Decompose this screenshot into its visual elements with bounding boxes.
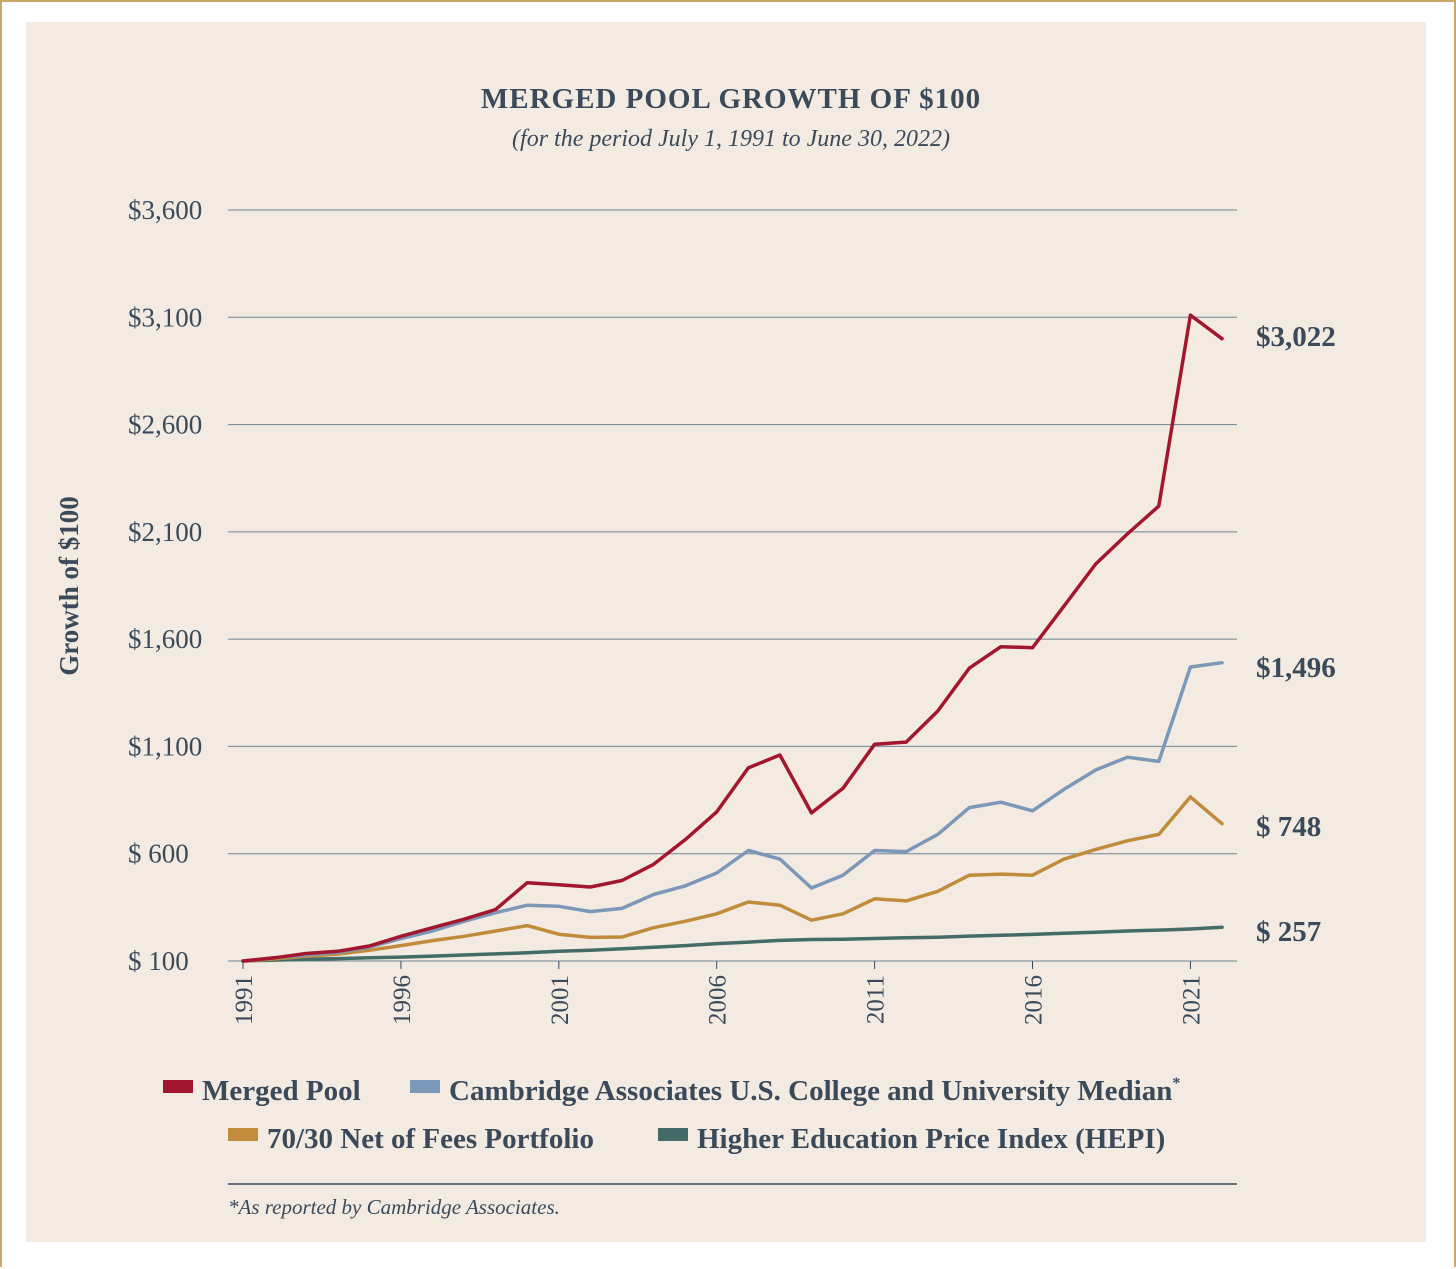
y-axis-label: Growth of $100 bbox=[54, 496, 84, 676]
legend: Merged Pool Cambridge Associates U.S. Col… bbox=[163, 1075, 1180, 1155]
end-value-label: $ 257 bbox=[1256, 916, 1321, 948]
y-tick-label: $1,100 bbox=[128, 731, 202, 761]
y-axis-ticks: $3,600 $3,100 $2,600 $2,100 $1,600 $1,100 $ 60… bbox=[128, 195, 202, 976]
end-value-label: $3,022 bbox=[1256, 321, 1336, 353]
y-tick-label: $2,100 bbox=[128, 517, 202, 547]
series-line-1 bbox=[241, 660, 1224, 963]
x-tick-label: 2016 bbox=[1021, 975, 1048, 1025]
series-lines bbox=[241, 313, 1224, 963]
chart-title: MERGED POOL GROWTH OF $100 bbox=[481, 83, 981, 115]
legend-swatch bbox=[228, 1128, 258, 1141]
footnote: *As reported by Cambridge Associates. bbox=[228, 1195, 560, 1219]
legend-swatch bbox=[410, 1080, 440, 1093]
y-tick-label: $ 600 bbox=[128, 839, 189, 869]
legend-swatch bbox=[163, 1080, 193, 1093]
end-value-label: $1,496 bbox=[1256, 652, 1336, 684]
x-tick-label: 2011 bbox=[863, 975, 890, 1024]
end-value-label: $ 748 bbox=[1256, 811, 1321, 843]
chart-subtitle: (for the period July 1, 1991 to June 30,… bbox=[512, 126, 950, 152]
y-tick-label: $3,600 bbox=[128, 195, 202, 225]
y-tick-label: $3,100 bbox=[128, 302, 202, 332]
x-tick-label: 2021 bbox=[1178, 975, 1205, 1025]
series-line-0 bbox=[241, 313, 1224, 963]
chart-panel bbox=[26, 22, 1426, 1242]
x-tick-label: 2006 bbox=[705, 975, 732, 1025]
x-tick-label: 2001 bbox=[547, 975, 574, 1025]
end-labels: $3,022 $1,496 $ 748 $ 257 bbox=[1256, 321, 1336, 948]
y-tick-label: $2,600 bbox=[128, 410, 202, 440]
x-tick-label: 1996 bbox=[389, 975, 416, 1025]
y-tick-label: $ 100 bbox=[128, 946, 189, 976]
y-tick-label: $1,600 bbox=[128, 624, 202, 654]
series-line-2 bbox=[241, 795, 1224, 963]
legend-swatch bbox=[658, 1128, 688, 1141]
legend-label: Higher Education Price Index (HEPI) bbox=[697, 1123, 1165, 1155]
legend-label: Cambridge Associates U.S. College and Un… bbox=[449, 1075, 1180, 1107]
x-axis-ticks: 1991 1996 2001 2006 2011 2016 2021 bbox=[231, 961, 1205, 1025]
legend-label: 70/30 Net of Fees Portfolio bbox=[267, 1123, 594, 1155]
legend-label: Merged Pool bbox=[202, 1075, 361, 1107]
x-tick-label: 1991 bbox=[231, 975, 258, 1025]
gridlines bbox=[228, 209, 1237, 962]
series-line-3 bbox=[241, 925, 1224, 963]
